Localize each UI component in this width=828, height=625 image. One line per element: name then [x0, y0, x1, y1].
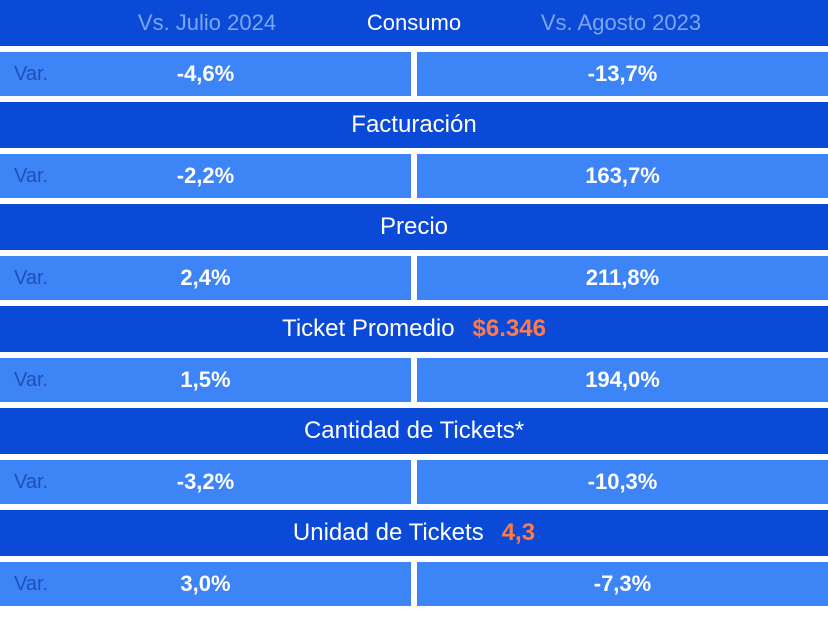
- data-row: Var.2,4%211,8%: [0, 256, 828, 300]
- var-label: Var.: [14, 165, 48, 188]
- left-value: 2,4%: [0, 265, 411, 291]
- left-value: 1,5%: [0, 367, 411, 393]
- section-title: Precio: [380, 213, 448, 241]
- section-title: Unidad de Tickets: [293, 519, 484, 547]
- section-title-row: Unidad de Tickets 4,3: [0, 510, 828, 556]
- section-extra-value: $6.346: [473, 315, 546, 343]
- right-cell: 163,7%: [417, 154, 828, 198]
- section-title: Facturación: [351, 111, 476, 139]
- section-title-row: Facturación: [0, 102, 828, 148]
- var-label: Var.: [14, 63, 48, 86]
- left-value: -4,6%: [0, 61, 411, 87]
- left-value: -2,2%: [0, 163, 411, 189]
- right-cell: -13,7%: [417, 52, 828, 96]
- var-label: Var.: [14, 369, 48, 392]
- var-label: Var.: [14, 267, 48, 290]
- data-row: Var.-4,6%-13,7%: [0, 52, 828, 96]
- left-cell: Var.-2,2%: [0, 154, 411, 198]
- left-value: 3,0%: [0, 571, 411, 597]
- section-extra-value: 4,3: [502, 519, 535, 547]
- var-label: Var.: [14, 471, 48, 494]
- data-row: Var.-2,2%163,7%: [0, 154, 828, 198]
- comparison-table: Vs. Julio 2024Vs. Agosto 2023Consumo Var.…: [0, 0, 828, 606]
- left-cell: Var.-4,6%: [0, 52, 411, 96]
- section-title-row: Precio: [0, 204, 828, 250]
- section-title: Ticket Promedio: [282, 315, 455, 343]
- right-cell: -10,3%: [417, 460, 828, 504]
- left-cell: Var.3,0%: [0, 562, 411, 606]
- data-row: Var.-3,2%-10,3%: [0, 460, 828, 504]
- left-cell: Var.-3,2%: [0, 460, 411, 504]
- data-row: Var.3,0%-7,3%: [0, 562, 828, 606]
- header-left-label: Vs. Julio 2024: [0, 10, 414, 36]
- right-cell: -7,3%: [417, 562, 828, 606]
- section-title: Cantidad de Tickets*: [304, 417, 524, 445]
- header-right-label: Vs. Agosto 2023: [414, 10, 828, 36]
- left-cell: Var.2,4%: [0, 256, 411, 300]
- section-title-row: Cantidad de Tickets*: [0, 408, 828, 454]
- section-title-row: Ticket Promedio $6.346: [0, 306, 828, 352]
- right-cell: 211,8%: [417, 256, 828, 300]
- var-label: Var.: [14, 573, 48, 596]
- data-row: Var.1,5%194,0%: [0, 358, 828, 402]
- left-value: -3,2%: [0, 469, 411, 495]
- right-cell: 194,0%: [417, 358, 828, 402]
- left-cell: Var.1,5%: [0, 358, 411, 402]
- header-row: Vs. Julio 2024Vs. Agosto 2023Consumo: [0, 0, 828, 46]
